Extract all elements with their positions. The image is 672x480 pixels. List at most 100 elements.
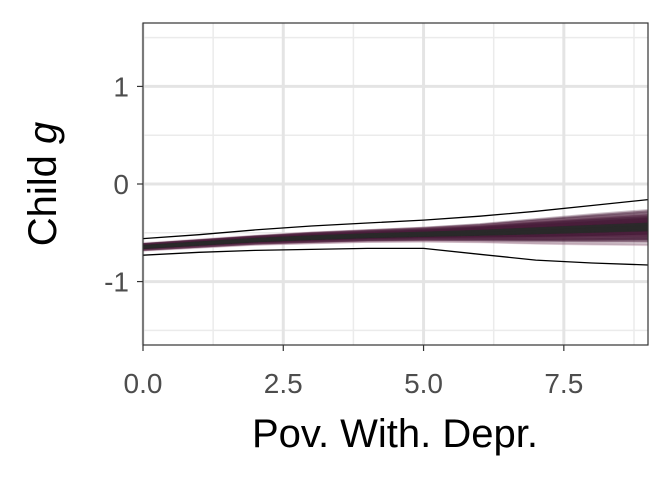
posterior-draw-line	[142, 228, 649, 248]
posterior-draw-line	[142, 232, 649, 249]
posterior-draw-line	[142, 224, 649, 249]
posterior-draw-line	[142, 222, 649, 249]
posterior-draw-line	[142, 221, 649, 248]
posterior-draw-line	[142, 231, 649, 250]
posterior-draw-line	[142, 230, 649, 250]
posterior-draw-line	[142, 221, 649, 248]
posterior-draw-line	[142, 233, 649, 251]
posterior-draw-line	[142, 229, 649, 248]
posterior-draw-line	[142, 224, 649, 249]
posterior-draw-line	[142, 218, 649, 247]
posterior-draw-line	[142, 222, 649, 248]
posterior-draw-line	[142, 225, 649, 249]
x-tick-label: 0.0	[124, 368, 163, 399]
posterior-draw-line	[142, 227, 649, 249]
posterior-draw-line	[142, 222, 649, 247]
posterior-draw-line	[142, 229, 649, 250]
posterior-draw-line	[142, 217, 649, 246]
posterior-draw-line	[142, 236, 649, 250]
posterior-draw-line	[142, 222, 649, 249]
y-axis-title: Child g	[21, 122, 65, 247]
posterior-draw-line	[142, 225, 649, 249]
posterior-draw-line	[142, 229, 649, 250]
posterior-draw-line	[142, 227, 649, 249]
posterior-draw-line	[142, 232, 649, 250]
posterior-draw-line	[142, 215, 649, 246]
posterior-draw-line	[142, 227, 649, 248]
posterior-draw-line	[142, 226, 649, 247]
posterior-draw-line	[142, 209, 649, 246]
posterior-draw-line	[142, 226, 649, 250]
posterior-draw-line	[142, 235, 649, 250]
posterior-draw-line	[142, 227, 649, 249]
posterior-draw-line	[142, 220, 649, 246]
posterior-draw-line	[142, 228, 649, 249]
posterior-draw-line	[142, 226, 649, 249]
posterior-draw-line	[142, 217, 649, 247]
posterior-draw-line	[142, 221, 649, 248]
posterior-draw-line	[142, 226, 649, 249]
posterior-draw-line	[142, 230, 649, 250]
posterior-draw-line	[142, 221, 649, 248]
posterior-draw-line	[142, 226, 649, 248]
posterior-draw-line	[142, 229, 649, 249]
posterior-draw-line	[142, 224, 649, 248]
posterior-draw-line	[142, 228, 649, 249]
posterior-draw-line	[142, 214, 649, 247]
posterior-draw-line	[142, 219, 649, 248]
posterior-draw-line	[142, 228, 649, 249]
x-tick-label: 7.5	[544, 368, 583, 399]
posterior-draw-line	[142, 223, 649, 248]
posterior-draw-line	[142, 231, 649, 251]
posterior-draw-line	[142, 226, 649, 249]
posterior-draw-line	[142, 218, 649, 246]
posterior-draw-line	[142, 234, 649, 250]
posterior-draw-line	[142, 226, 649, 248]
posterior-draw-line	[142, 211, 649, 246]
posterior-draw-line	[142, 218, 649, 248]
posterior-draw-line	[142, 237, 649, 251]
posterior-draw-line	[142, 228, 649, 249]
posterior-draw-line	[142, 227, 649, 250]
posterior-draw-line	[142, 226, 649, 249]
posterior-draw-line	[142, 228, 649, 249]
posterior-draw-line	[142, 220, 649, 246]
posterior-draw-line	[142, 219, 649, 248]
posterior-draw-line	[142, 226, 649, 248]
posterior-draw-line	[142, 232, 649, 250]
posterior-draw-line	[142, 218, 649, 247]
posterior-draw-line	[142, 218, 649, 247]
posterior-draw-line	[142, 226, 649, 249]
posterior-draw-line	[142, 222, 649, 248]
x-tick-label: 2.5	[264, 368, 303, 399]
posterior-draw-line	[142, 225, 649, 250]
y-axis-title-text: Child	[21, 144, 65, 246]
posterior-draw-line	[142, 237, 649, 250]
posterior-draw-line	[142, 219, 649, 247]
posterior-draw-line	[142, 234, 649, 250]
posterior-draw-line	[142, 226, 649, 248]
y-tick-label: -1	[104, 267, 129, 298]
posterior-draw-line	[142, 223, 649, 249]
posterior-draw-line	[142, 223, 649, 249]
posterior-draw-line	[142, 225, 649, 248]
posterior-draw-line	[142, 225, 649, 249]
posterior-draw-line	[142, 227, 649, 248]
posterior-draw-line	[142, 221, 649, 248]
posterior-draw-line	[142, 223, 649, 247]
posterior-draw-line	[142, 234, 649, 250]
posterior-draw-line	[142, 219, 649, 248]
posterior-draw-line	[142, 220, 649, 247]
posterior-draw-line	[142, 223, 649, 248]
posterior-draw-line	[142, 227, 649, 249]
posterior-draw-line	[142, 231, 649, 249]
posterior-draw-line	[142, 223, 649, 247]
posterior-draw-line	[142, 227, 649, 249]
posterior-draw-line	[142, 238, 649, 251]
posterior-draw-line	[142, 222, 649, 248]
posterior-draw-line	[142, 221, 649, 248]
posterior-draw-line	[142, 217, 649, 248]
posterior-draw-line	[142, 226, 649, 248]
posterior-draw-line	[142, 224, 649, 249]
posterior-draw-line	[142, 234, 649, 250]
